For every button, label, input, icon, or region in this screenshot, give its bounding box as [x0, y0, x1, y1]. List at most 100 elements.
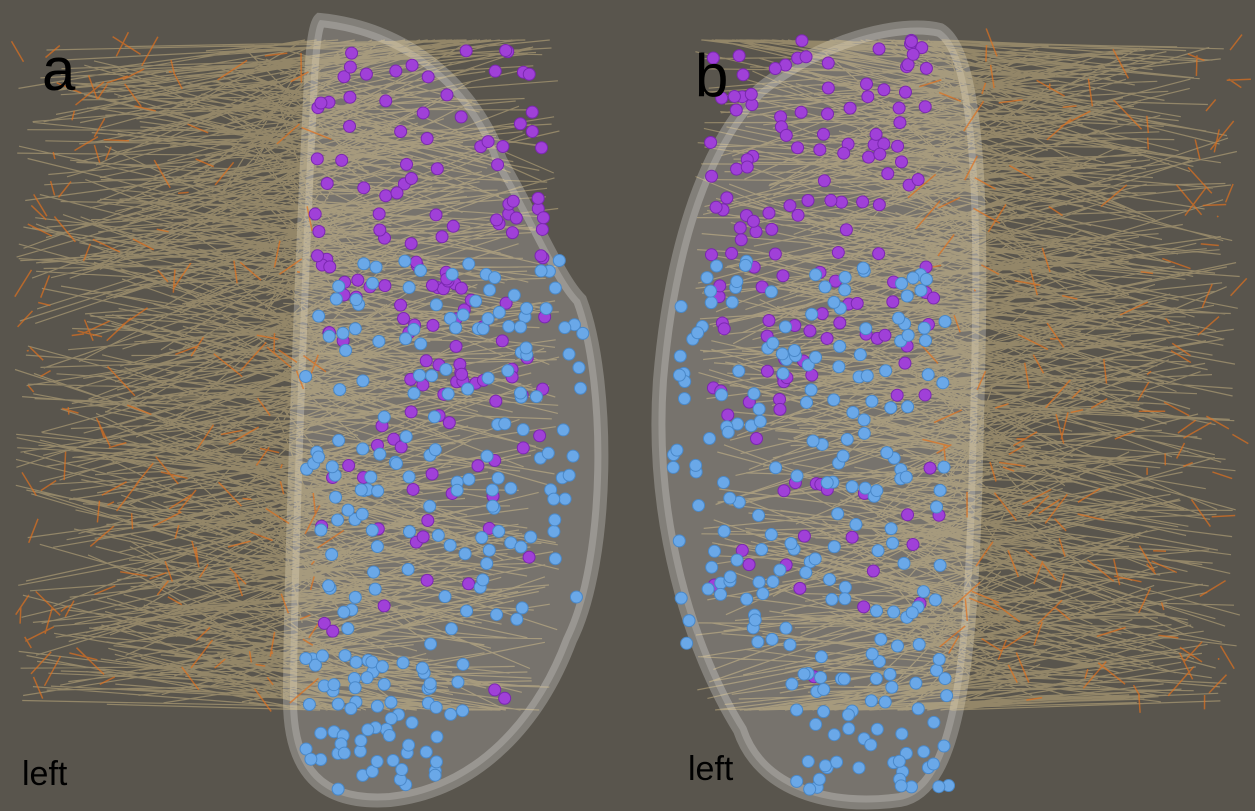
node — [896, 728, 908, 740]
node — [390, 457, 402, 469]
node — [323, 580, 335, 592]
node — [452, 676, 464, 688]
node — [791, 470, 803, 482]
node — [374, 448, 386, 460]
node — [739, 259, 751, 271]
node — [414, 369, 426, 381]
node — [577, 327, 589, 339]
node — [841, 433, 853, 445]
node — [757, 588, 769, 600]
node — [549, 514, 561, 526]
node — [349, 682, 361, 694]
node — [378, 600, 390, 612]
node — [872, 545, 884, 557]
node — [817, 128, 829, 140]
node — [563, 469, 575, 481]
node — [491, 214, 503, 226]
node — [800, 51, 812, 63]
panel-label: b — [695, 42, 728, 109]
node — [309, 208, 321, 220]
node — [336, 154, 348, 166]
node — [332, 514, 344, 526]
node — [457, 658, 469, 670]
node — [371, 540, 383, 552]
node — [463, 473, 475, 485]
node — [370, 261, 382, 273]
node — [722, 426, 734, 438]
node — [917, 586, 929, 598]
node — [323, 330, 335, 342]
node — [780, 129, 792, 141]
node — [860, 323, 872, 335]
node — [492, 472, 504, 484]
node — [300, 370, 312, 382]
node — [459, 548, 471, 560]
node — [861, 370, 873, 382]
node — [430, 756, 442, 768]
node — [671, 444, 683, 456]
node — [907, 272, 919, 284]
node — [861, 78, 873, 90]
node — [905, 36, 917, 48]
node — [482, 313, 494, 325]
node — [866, 648, 878, 660]
node — [496, 335, 508, 347]
node — [431, 731, 443, 743]
node — [891, 389, 903, 401]
node — [896, 277, 908, 289]
node — [402, 563, 414, 575]
node — [362, 724, 374, 736]
node — [888, 606, 900, 618]
node — [778, 485, 790, 497]
node — [821, 477, 833, 489]
node — [559, 322, 571, 334]
node — [460, 45, 472, 57]
node — [865, 695, 877, 707]
node — [530, 391, 542, 403]
node — [483, 544, 495, 556]
node — [835, 196, 847, 208]
node — [731, 163, 743, 175]
node — [450, 340, 462, 352]
node — [333, 280, 345, 292]
node — [398, 312, 410, 324]
node — [918, 746, 930, 758]
node — [526, 106, 538, 118]
node — [422, 71, 434, 83]
node — [818, 175, 830, 187]
node — [442, 388, 454, 400]
node — [810, 718, 822, 730]
node — [839, 271, 851, 283]
node — [315, 524, 327, 536]
node — [426, 468, 438, 480]
node — [350, 294, 362, 306]
node — [462, 383, 474, 395]
node — [365, 471, 377, 483]
node — [753, 576, 765, 588]
node — [315, 727, 327, 739]
node — [711, 260, 723, 272]
node — [796, 35, 808, 47]
node — [838, 673, 850, 685]
node — [330, 491, 342, 503]
node — [338, 606, 350, 618]
node — [730, 104, 742, 116]
node — [432, 529, 444, 541]
node — [681, 637, 693, 649]
node — [344, 61, 356, 73]
node — [415, 338, 427, 350]
node — [792, 142, 804, 154]
node — [928, 292, 940, 304]
node — [702, 583, 714, 595]
node — [371, 700, 383, 712]
node — [373, 208, 385, 220]
node — [784, 200, 796, 212]
node — [338, 747, 350, 759]
node — [882, 168, 894, 180]
node — [542, 447, 554, 459]
node — [819, 760, 831, 772]
node — [802, 195, 814, 207]
node — [357, 443, 369, 455]
node — [557, 424, 569, 436]
node — [938, 461, 950, 473]
